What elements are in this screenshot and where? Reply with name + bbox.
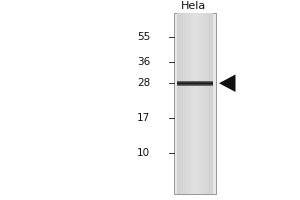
Bar — [206, 13, 207, 194]
Bar — [199, 13, 200, 194]
Bar — [177, 82, 213, 83]
Bar — [177, 84, 213, 85]
Bar — [211, 13, 212, 194]
Bar — [200, 13, 201, 194]
Bar — [212, 13, 213, 194]
Bar — [177, 85, 213, 86]
Bar — [202, 13, 203, 194]
Bar — [184, 13, 185, 194]
Bar — [205, 13, 206, 194]
Bar — [192, 13, 193, 194]
Bar — [180, 13, 181, 194]
Bar — [178, 13, 179, 194]
Bar — [186, 13, 187, 194]
Bar — [187, 13, 188, 194]
Bar — [194, 13, 195, 194]
Bar — [196, 13, 197, 194]
Bar — [209, 13, 210, 194]
Bar — [191, 13, 192, 194]
Bar — [201, 13, 202, 194]
Bar — [174, 13, 216, 194]
Bar — [177, 13, 178, 194]
Bar — [197, 13, 198, 194]
Bar — [210, 13, 211, 194]
Bar — [188, 13, 189, 194]
Bar — [177, 83, 213, 84]
Bar — [181, 13, 182, 194]
Text: 10: 10 — [137, 148, 150, 158]
Bar — [177, 81, 213, 82]
Bar — [182, 13, 183, 194]
Bar — [208, 13, 209, 194]
Bar — [195, 13, 196, 194]
Bar — [190, 13, 191, 194]
Text: 17: 17 — [137, 113, 150, 123]
Bar — [204, 13, 205, 194]
Bar — [203, 13, 204, 194]
Bar — [185, 13, 186, 194]
Text: 55: 55 — [137, 32, 150, 42]
Text: 28: 28 — [137, 78, 150, 88]
Bar — [189, 13, 190, 194]
Text: Hela: Hela — [181, 1, 206, 11]
Text: 36: 36 — [137, 57, 150, 67]
Polygon shape — [219, 74, 236, 92]
Bar — [179, 13, 180, 194]
Bar — [207, 13, 208, 194]
Bar — [198, 13, 199, 194]
Bar — [183, 13, 184, 194]
Bar — [193, 13, 194, 194]
